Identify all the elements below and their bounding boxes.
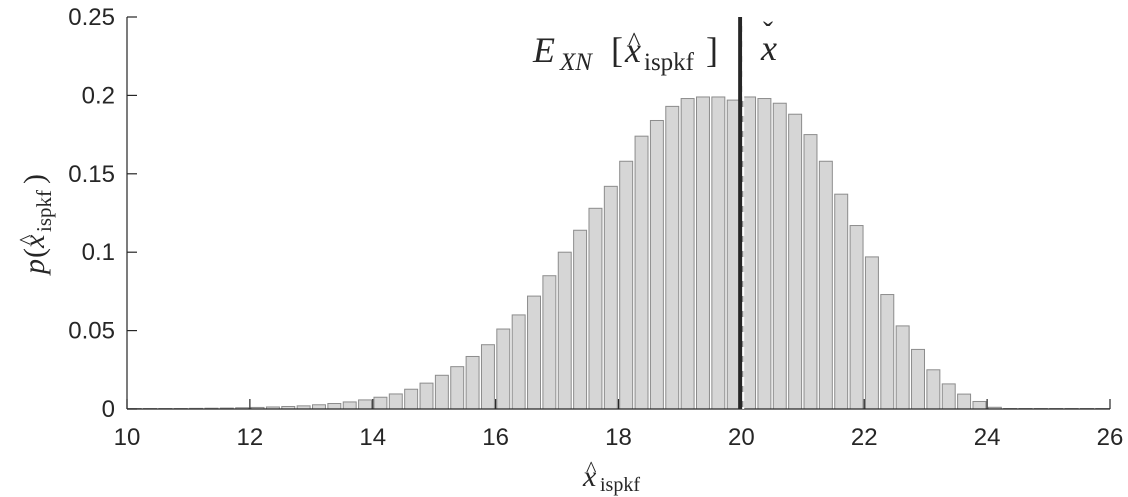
histogram-bar	[327, 403, 342, 410]
y-axis-label: p ( ^ x ispkf )	[14, 174, 56, 276]
histogram-bar	[941, 383, 956, 410]
histogram-bar	[527, 295, 541, 410]
histogram-bar	[603, 185, 618, 410]
histogram-bar	[373, 396, 388, 410]
histogram-bar	[419, 382, 434, 410]
mean-annotation: E XN [ ^ x ispkf ]	[532, 27, 718, 76]
histogram-bar	[696, 96, 710, 410]
axes-group	[126, 17, 1110, 410]
x-tick-label: 14	[359, 424, 386, 451]
true-label-x: x	[760, 28, 777, 68]
x-tick-label: 22	[851, 424, 878, 451]
xlabel-sub: ispkf	[600, 474, 640, 496]
x-tick-label: 20	[728, 424, 755, 451]
mean-label-close-bracket: ]	[706, 30, 718, 70]
histogram-bar	[588, 207, 603, 410]
y-ticks-group: 0 0.05 0.1 0.15 0.2 0.25	[68, 4, 137, 423]
ylabel-sub: ispkf	[32, 190, 56, 232]
histogram-bar	[619, 160, 634, 410]
histogram-bar	[665, 105, 680, 410]
histogram-bar	[742, 96, 757, 410]
histogram-bar	[895, 325, 910, 410]
x-tick-label: 12	[237, 424, 264, 451]
mean-label-x-sub: ispkf	[644, 49, 695, 76]
true-label-check: ˇ	[763, 16, 773, 49]
mean-label-x: x	[624, 30, 641, 70]
histogram-bar	[849, 225, 864, 410]
xlabel-hat: ^	[586, 456, 597, 481]
histogram-bar	[818, 160, 833, 410]
histogram-bar	[557, 251, 572, 410]
histogram-bar	[880, 294, 895, 410]
histogram-bar	[434, 374, 449, 410]
histogram-bar	[803, 134, 818, 410]
ylabel-p: p	[18, 259, 51, 276]
x-tick-label: 26	[1097, 424, 1124, 451]
ylabel-open-paren: (	[18, 248, 51, 258]
histogram-bar	[757, 98, 772, 410]
histogram-bar	[788, 113, 803, 410]
ylabel-x: x	[18, 234, 51, 249]
histogram-bar	[711, 96, 726, 410]
histogram-bar	[649, 119, 664, 410]
y-tick-label: 0	[102, 396, 115, 423]
mean-label-E: E	[532, 30, 555, 70]
histogram-bar	[680, 98, 695, 410]
y-tick-label: 0.2	[82, 82, 115, 109]
histogram-bar	[511, 314, 526, 410]
histogram-bar	[972, 400, 987, 410]
y-tick-label: 0.25	[68, 4, 115, 31]
histogram-bar	[312, 404, 326, 410]
histogram-bar	[926, 369, 941, 410]
histogram-bar	[404, 388, 419, 410]
histogram-bar	[834, 193, 849, 410]
histogram-bar	[864, 256, 879, 410]
ylabel-hat: ^	[14, 234, 39, 245]
x-tick-label: 16	[482, 424, 509, 451]
histogram-bar	[358, 399, 373, 410]
bars-group	[127, 96, 1110, 410]
histogram-bar	[542, 275, 557, 410]
histogram-bar	[342, 401, 357, 410]
histogram-bar	[957, 393, 972, 410]
y-tick-label: 0.05	[68, 318, 115, 345]
histogram-bar	[911, 348, 925, 410]
x-axis-label: ^ x ispkf	[582, 456, 640, 496]
x-ticks-group: 10 12 14 16 18 20 22 24 26	[114, 399, 1124, 451]
mean-label-hat: ^	[628, 27, 640, 56]
x-tick-label: 18	[605, 424, 632, 451]
histogram-bar	[634, 135, 649, 410]
x-tick-label: 24	[974, 424, 1001, 451]
histogram-bar	[388, 393, 403, 410]
true-annotation: ˇ x	[760, 16, 777, 68]
histogram-bar	[480, 344, 495, 410]
y-tick-label: 0.1	[82, 239, 115, 266]
histogram-bar	[573, 229, 588, 410]
histogram-bar	[772, 102, 787, 410]
x-tick-label: 10	[114, 424, 141, 451]
histogram-bar	[465, 355, 480, 410]
mean-label-sub: XN	[559, 49, 593, 76]
histogram-bar	[450, 366, 465, 410]
ylabel-close-paren: )	[18, 174, 51, 184]
xlabel-x: x	[582, 460, 597, 493]
y-tick-label: 0.15	[68, 161, 115, 188]
mean-label-open-bracket: [	[611, 30, 623, 70]
histogram-bar	[496, 328, 511, 410]
